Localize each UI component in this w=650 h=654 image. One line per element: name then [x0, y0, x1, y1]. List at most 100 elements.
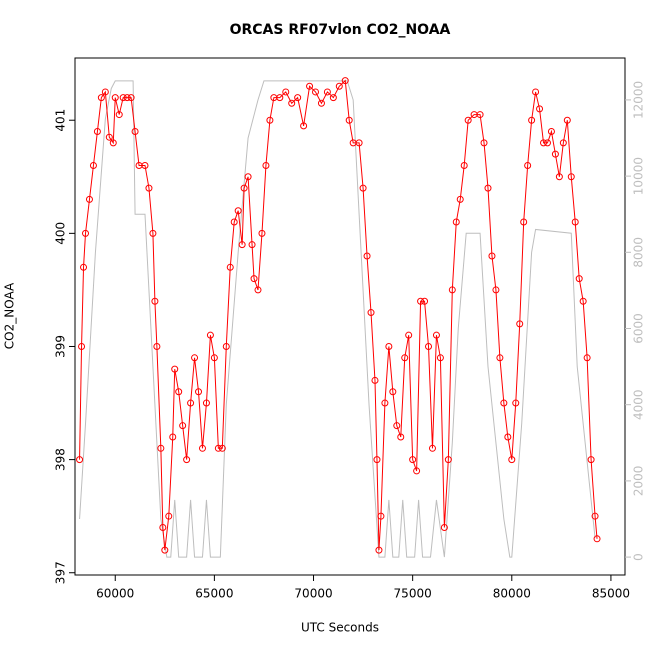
data-point [218, 444, 226, 452]
data-point [329, 94, 337, 102]
y2-tick-label: 2000 [632, 466, 646, 497]
data-point [119, 94, 127, 102]
y-tick-label: 398 [54, 448, 68, 471]
data-point [488, 252, 496, 260]
data-point [323, 88, 331, 96]
data-point [484, 184, 492, 192]
data-point [89, 161, 97, 169]
data-point [555, 173, 563, 181]
x-tick-label: 80000 [493, 587, 531, 601]
data-point [460, 161, 468, 169]
plot-box [74, 57, 626, 576]
data-point [397, 433, 405, 441]
data-point [230, 218, 238, 226]
data-point [448, 286, 456, 294]
data-point [551, 150, 559, 158]
data-point [262, 161, 270, 169]
data-point [413, 467, 421, 475]
data-point [175, 388, 183, 396]
data-point [206, 331, 214, 339]
data-point [123, 94, 131, 102]
data-point [85, 195, 93, 203]
data-point [145, 184, 153, 192]
data-point [131, 128, 139, 136]
data-point [524, 161, 532, 169]
data-point [363, 252, 371, 260]
data-point [202, 399, 210, 407]
data-point [335, 82, 343, 90]
data-point [516, 320, 524, 328]
x-tick-label: 75000 [394, 587, 432, 601]
data-point [492, 286, 500, 294]
data-point [456, 195, 464, 203]
y-tick-label: 401 [54, 109, 68, 132]
data-point [153, 342, 161, 350]
data-point [240, 184, 248, 192]
data-point [141, 161, 149, 169]
data-point [540, 139, 548, 147]
data-point [127, 94, 135, 102]
data-point [93, 128, 101, 136]
data-point [157, 444, 165, 452]
data-point [559, 139, 567, 147]
data-point [425, 342, 433, 350]
data-point [171, 365, 179, 373]
data-point [476, 111, 484, 119]
x-axis-label: UTC Seconds [301, 621, 379, 635]
data-point [543, 139, 551, 147]
data-point [409, 456, 417, 464]
x-tick-label: 85000 [592, 587, 630, 601]
data-point [165, 512, 173, 520]
data-point [244, 173, 252, 181]
data-point [587, 456, 595, 464]
data-point [528, 116, 536, 124]
data-point [254, 286, 262, 294]
data-point [440, 523, 448, 531]
data-point [593, 535, 601, 543]
data-point [149, 229, 157, 237]
y2-tick-label: 8000 [632, 237, 646, 268]
data-point [101, 88, 109, 96]
data-point [226, 263, 234, 271]
data-point [276, 94, 284, 102]
data-point [159, 523, 167, 531]
data-point [214, 444, 222, 452]
data-point [187, 399, 195, 407]
data-point [571, 218, 579, 226]
data-point [238, 241, 246, 249]
data-point [355, 139, 363, 147]
data-point [373, 456, 381, 464]
data-point [377, 512, 385, 520]
data-point [222, 342, 230, 350]
series-line [79, 80, 596, 558]
data-point [367, 309, 375, 317]
data-point [306, 82, 314, 90]
data-point [512, 399, 520, 407]
data-point [78, 342, 86, 350]
data-point [105, 133, 113, 141]
data-point [97, 94, 105, 102]
y2-tick-label: 10000 [632, 157, 646, 195]
data-point [436, 354, 444, 362]
data-point [111, 94, 119, 102]
data-point [183, 456, 191, 464]
x-tick-label: 65000 [195, 587, 233, 601]
data-point [444, 456, 452, 464]
y2-tick-label: 12000 [632, 81, 646, 119]
data-point [288, 99, 296, 107]
data-point [421, 297, 429, 305]
data-point [428, 444, 436, 452]
y2-tick-label: 0 [632, 553, 646, 561]
data-point [359, 184, 367, 192]
data-point [266, 116, 274, 124]
data-point [579, 297, 587, 305]
data-point [109, 139, 117, 147]
data-point [464, 116, 472, 124]
data-point [393, 422, 401, 430]
data-point [161, 546, 169, 554]
data-point [432, 331, 440, 339]
data-point [82, 229, 90, 237]
data-point [312, 88, 320, 96]
data-point [210, 354, 218, 362]
data-point [317, 99, 325, 107]
